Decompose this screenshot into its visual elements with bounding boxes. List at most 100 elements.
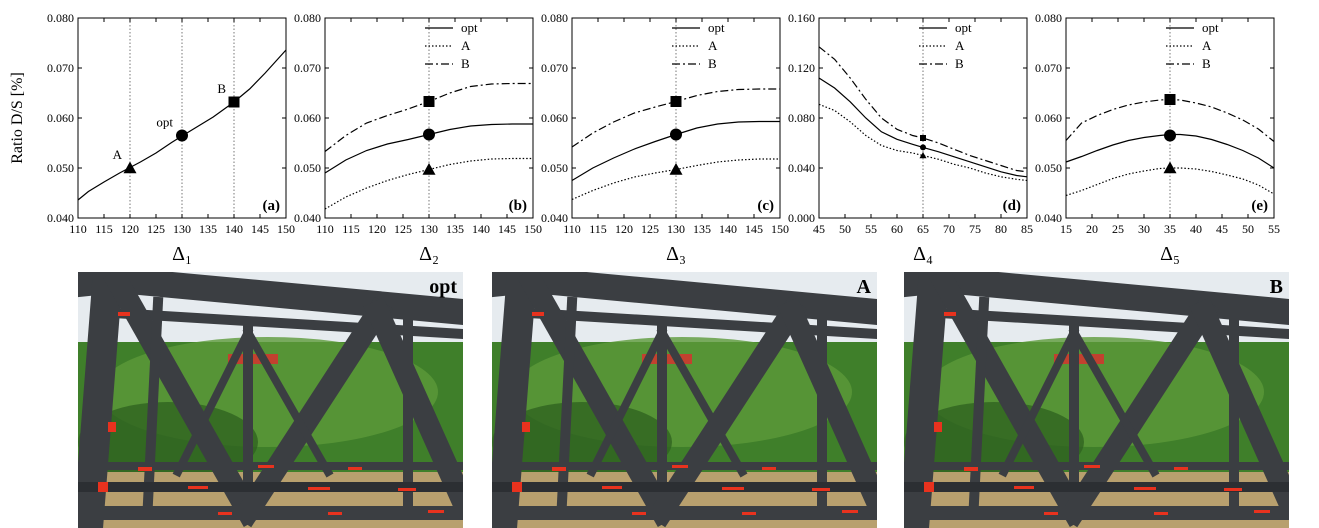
x-tick-label: 15 <box>1060 222 1072 236</box>
defect-highlight <box>1224 488 1242 491</box>
x-tick-label: 45 <box>813 222 825 236</box>
x-axis-label: Δ₃ <box>666 243 686 265</box>
defect-highlight <box>428 510 444 513</box>
diagonal-member <box>1058 296 1220 528</box>
legend-label-opt: opt <box>1202 20 1219 35</box>
defect-highlight <box>188 486 208 489</box>
diagonal-member <box>929 272 1089 527</box>
x-tick-label: 135 <box>446 222 464 236</box>
chart-panel-e: 15 20 25 30 35 40 45 50 55 0.040 0.050 0.060 0.070 0.… <box>1035 11 1280 265</box>
y-axis-label: Ratio D/S [%] <box>9 72 26 164</box>
legend: opt AB <box>672 20 725 71</box>
y-tick-label: 0.060 <box>541 111 568 125</box>
marker-square <box>920 135 926 141</box>
y-tick-label: 0.050 <box>47 161 74 175</box>
bottom-chord <box>904 506 1289 520</box>
marker-triangle <box>919 152 927 159</box>
defect-highlight <box>108 422 116 432</box>
defect-highlight <box>1014 486 1034 489</box>
chart-panel-b: 110 115 120 125 130 135 140 145 150 0.040 0.050 0.0… <box>294 11 542 265</box>
marker-triangle <box>669 163 683 175</box>
y-tick-label: 0.080 <box>1035 11 1062 25</box>
x-tick-label: 145 <box>498 222 516 236</box>
x-tick-label: 125 <box>641 222 659 236</box>
y-tick-label: 0.050 <box>541 161 568 175</box>
diagonal-member <box>232 296 394 528</box>
x-tick-label: 110 <box>563 222 581 236</box>
legend-label-opt: opt <box>955 20 972 35</box>
bridge-photo-opt <box>78 272 463 528</box>
defect-highlight <box>1044 512 1058 515</box>
y-tick-label: 0.060 <box>47 111 74 125</box>
series-line-A <box>324 157 533 210</box>
marker-triangle <box>123 161 137 174</box>
defect-highlight <box>924 482 934 492</box>
bottom-chord <box>78 506 463 520</box>
y-tick-label: 0.040 <box>47 211 74 225</box>
x-axis-label: Δ₅ <box>1160 243 1180 265</box>
x-tick-label: 25 <box>1112 222 1124 236</box>
deck-beam <box>492 482 877 492</box>
defect-highlight <box>258 465 274 468</box>
defect-highlight <box>722 487 744 490</box>
x-tick-label: 120 <box>121 222 139 236</box>
diagonal-member <box>1189 297 1289 517</box>
plot-frame <box>571 17 781 219</box>
x-tick-label: 115 <box>95 222 113 236</box>
x-tick-label: 75 <box>969 222 981 236</box>
bracing-member <box>172 326 254 478</box>
defect-highlight <box>1134 487 1156 490</box>
defect-highlight <box>842 510 858 513</box>
marker-label: B <box>217 81 226 96</box>
x-tick-label: 140 <box>225 222 243 236</box>
plot-frame <box>818 17 1028 219</box>
legend-label-A: A <box>461 38 471 53</box>
legend-label-B: B <box>461 56 470 71</box>
x-tick-label: 120 <box>368 222 386 236</box>
x-tick-label: 125 <box>147 222 165 236</box>
defect-highlight <box>218 512 232 515</box>
x-tick-label: 130 <box>667 222 685 236</box>
bridge-photo-a <box>492 272 877 528</box>
x-tick-label: 45 <box>1216 222 1228 236</box>
x-tick-label: 35 <box>1164 222 1176 236</box>
x-tick-label: 55 <box>1268 222 1280 236</box>
defect-highlight <box>118 312 130 316</box>
x-axis-label: Δ₁ <box>172 243 192 265</box>
marker-square <box>1164 94 1176 105</box>
defect-highlight <box>512 482 522 492</box>
panel-label: (d) <box>1003 198 1021 214</box>
marker-circle <box>1164 129 1176 142</box>
x-tick-label: 145 <box>251 222 269 236</box>
x-tick-label: 50 <box>839 222 851 236</box>
panel-label: (e) <box>1251 198 1268 214</box>
x-tick-label: 80 <box>995 222 1007 236</box>
plot-frame <box>77 17 287 219</box>
x-tick-label: 135 <box>693 222 711 236</box>
x-tick-label: 30 <box>1138 222 1150 236</box>
defect-highlight <box>532 312 544 316</box>
y-tick-label: 0.070 <box>47 61 74 75</box>
marker-circle <box>176 129 188 142</box>
defect-highlight <box>398 488 416 491</box>
y-tick-label: 0.040 <box>294 211 321 225</box>
defect-highlight <box>944 312 956 316</box>
x-axis-label: Δ₂ <box>419 243 439 265</box>
defect-highlight <box>138 467 152 471</box>
marker-triangle <box>422 163 436 175</box>
x-tick-label: 50 <box>1242 222 1254 236</box>
x-tick-label: 125 <box>394 222 412 236</box>
legend: opt AB <box>919 20 972 71</box>
marker-square <box>228 96 240 108</box>
panel-label: (c) <box>757 198 774 214</box>
diagonal-member <box>103 272 263 527</box>
y-tick-label: 0.080 <box>788 111 815 125</box>
x-tick-label: 85 <box>1021 222 1033 236</box>
x-tick-label: 110 <box>69 222 87 236</box>
marker-triangle <box>1163 161 1177 174</box>
bracing-member <box>242 326 334 478</box>
y-tick-label: 0.160 <box>788 11 815 25</box>
defect-highlight <box>632 512 646 515</box>
photo-label-a: A <box>856 276 871 298</box>
